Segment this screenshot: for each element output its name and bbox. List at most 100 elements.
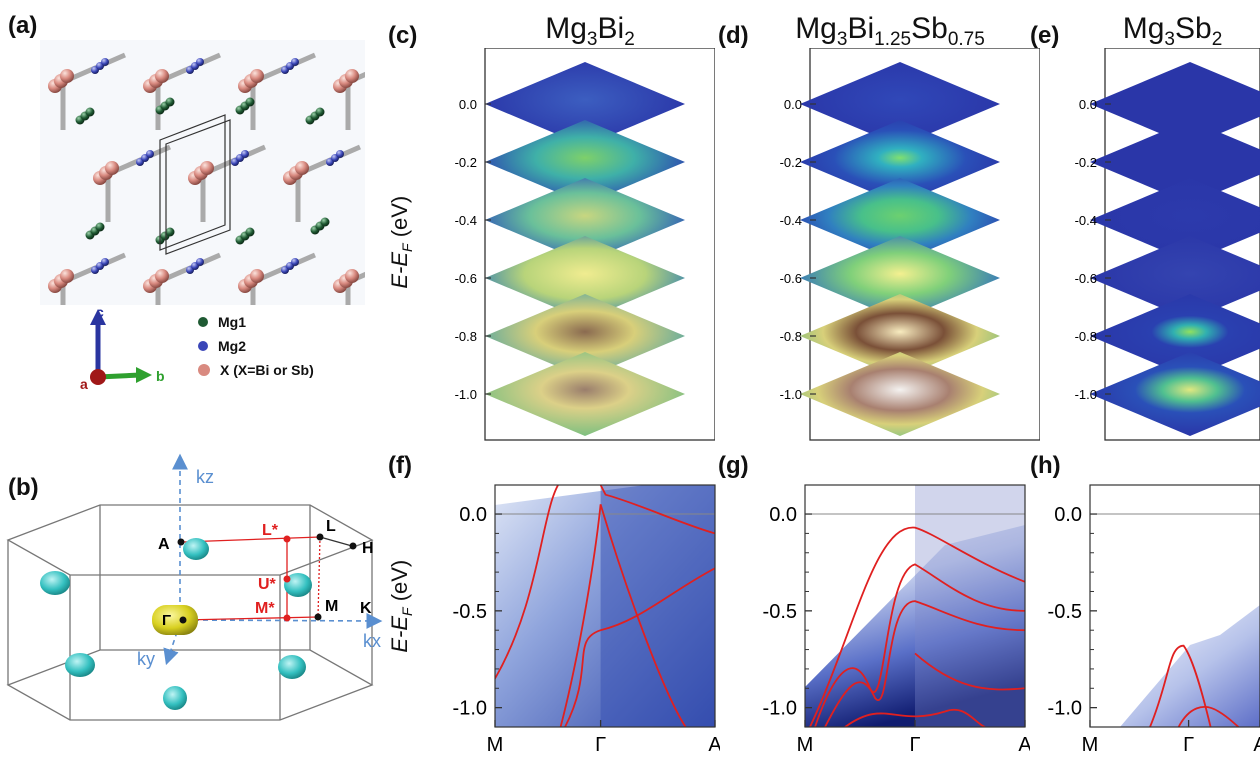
energy-slice <box>485 352 685 436</box>
band-curve <box>564 567 715 727</box>
energy-slice <box>800 120 1000 204</box>
band-xtick-label: Γ <box>1183 734 1194 756</box>
band-curve <box>599 485 715 535</box>
band-curve <box>495 485 560 680</box>
crystal-axes: c a b <box>80 305 165 392</box>
stack-tick-label: -0.2 <box>455 155 477 170</box>
axis-a-label: a <box>80 376 88 392</box>
energy-slice <box>485 62 685 146</box>
stack-ylabel-sub: F <box>399 243 416 252</box>
crystal-structure <box>40 40 365 305</box>
title-d-sub1: 3 <box>836 29 848 50</box>
band-ytick-label: 0.0 <box>459 504 487 526</box>
point-L-star: L* <box>262 522 279 539</box>
band-panel-f: 0.0 -0.5 -1.0M Γ A <box>453 484 720 756</box>
arpes-intensity <box>1120 605 1260 727</box>
band-curve <box>1149 644 1212 727</box>
band-ytick-label: 0.0 <box>1054 504 1082 526</box>
stack-ylabel-unit: (eV) <box>386 195 412 244</box>
title-c-sub1: 3 <box>586 29 598 50</box>
stack-tick-label: -0.8 <box>780 329 802 344</box>
band-ytick-label: 0.0 <box>769 504 797 526</box>
legend-x-text: X (X=Bi or Sb) <box>220 362 314 378</box>
band-xtick-label: A <box>1253 734 1260 756</box>
energy-slice <box>1090 352 1260 436</box>
band-frame <box>494 484 716 728</box>
legend-mg1-text: Mg1 <box>218 314 246 330</box>
stack-tick-label: -0.6 <box>780 271 802 286</box>
stack-tick-label: 0.0 <box>784 97 802 112</box>
stack-frame <box>1104 48 1260 441</box>
stack-tick-label: -1.0 <box>455 387 477 402</box>
brillouin-zone: kz kx ky A L H L* U* M* M K Γ <box>6 453 383 721</box>
stack-tick-label: 0.0 <box>1079 97 1097 112</box>
band-ytick-label: -0.5 <box>1048 601 1082 623</box>
energy-slice <box>800 178 1000 262</box>
band-ytick-label: -0.5 <box>453 601 487 623</box>
title-e-part2: Sb <box>1174 12 1212 45</box>
band-xtick-label: Γ <box>909 734 920 756</box>
stack-panel-c: 0.0 -0.2 -0.4 -0.6 -0.8 -1.0 <box>455 48 715 441</box>
stack-tick-label: -0.2 <box>1075 155 1097 170</box>
energy-slice <box>1090 62 1260 146</box>
stack-tick-label: -0.6 <box>455 271 477 286</box>
ky-label: ky <box>137 649 155 669</box>
panel-c-label: (c) <box>388 22 418 49</box>
title-mg3bisb: Mg3Bi1.25Sb0.75 <box>770 12 1010 51</box>
band-xtick-label: Γ <box>595 734 606 756</box>
stack-frame <box>809 48 1040 441</box>
stack-tick-label: -0.4 <box>1075 213 1097 228</box>
energy-slice <box>1090 294 1260 378</box>
panel-e-label: (e) <box>1030 22 1060 49</box>
point-Gamma: Γ <box>162 612 171 629</box>
legend-x: X (X=Bi or Sb) <box>198 360 368 380</box>
title-c-part1: Mg <box>545 12 587 45</box>
axis-c-label: c <box>96 305 104 320</box>
band-panel-g: 0.0 -0.5 -1.0M Γ A <box>763 484 1030 756</box>
title-d-part1: Mg <box>795 12 837 45</box>
stack-tick-label: -0.8 <box>1075 329 1097 344</box>
title-mg3bi2: Mg3Bi2 <box>490 12 690 51</box>
band-panel-h: 0.0 -0.5 -1.0M Γ A <box>1048 484 1260 756</box>
title-d-sub3: 0.75 <box>947 29 985 50</box>
title-e-part1: Mg <box>1122 12 1165 45</box>
band-ylabel-sub: F <box>399 607 416 616</box>
panel-b-label: (b) <box>8 474 39 501</box>
title-c-part2: Bi <box>597 12 625 45</box>
stack-panel-e: 0.0 -0.2 -0.4 -0.6 -0.8 -1.0 <box>1075 48 1260 441</box>
arpes-gamma-a-side <box>915 485 1025 727</box>
legend-mg2-dot <box>198 341 208 351</box>
title-c-sub2: 2 <box>624 29 635 50</box>
panel-g-label: (g) <box>718 452 749 479</box>
title-d-sub2: 1.25 <box>874 29 912 50</box>
band-xtick-label: A <box>708 734 720 756</box>
title-mg3sb2: Mg3Sb2 <box>1085 12 1260 51</box>
stack-tick-label: -1.0 <box>1075 387 1097 402</box>
band-curve <box>844 708 986 727</box>
energy-slice <box>800 294 1000 378</box>
energy-slice <box>1090 236 1260 320</box>
arpes-intensity <box>805 525 1025 727</box>
crystal-legend: Mg1 Mg2 X (X=Bi or Sb) <box>198 312 368 380</box>
stack-tick-label: 0.0 <box>459 97 477 112</box>
band-ytick-label: -1.0 <box>1048 698 1082 720</box>
legend-mg2: Mg2 <box>198 336 368 356</box>
band-xtick-label: M <box>797 734 814 756</box>
band-ytick-label: -0.5 <box>763 601 797 623</box>
band-ylabel: E-EF (eV) <box>387 551 415 661</box>
band-curve <box>824 600 1025 727</box>
panel-f-label: (f) <box>388 452 412 479</box>
title-d-part3: Sb <box>911 12 948 45</box>
kx-label: kx <box>363 631 381 651</box>
stack-ylabel: E-EF (eV) <box>387 187 415 297</box>
panel-d-label: (d) <box>718 22 749 49</box>
legend-mg2-text: Mg2 <box>218 338 246 354</box>
band-curve <box>809 526 1025 727</box>
stack-tick-label: -1.0 <box>780 387 802 402</box>
stack-tick-label: -0.2 <box>780 155 802 170</box>
point-L: L <box>326 518 336 535</box>
title-e-sub2: 2 <box>1211 29 1223 50</box>
stack-tick-label: -0.4 <box>780 213 802 228</box>
band-curve <box>1177 706 1240 727</box>
point-K: K <box>360 600 372 617</box>
